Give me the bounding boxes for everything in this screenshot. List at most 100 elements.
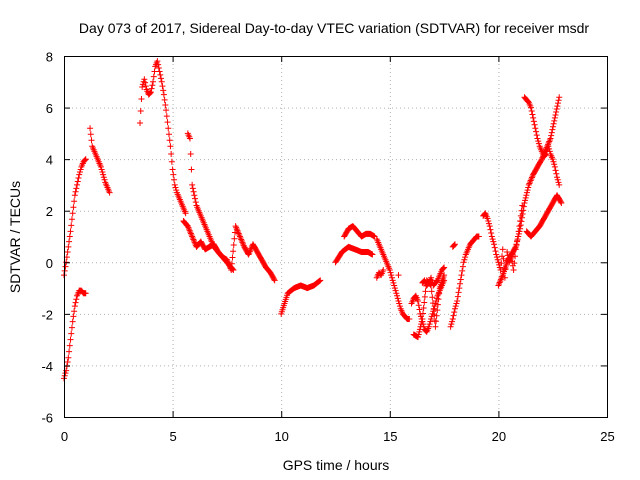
data-point-marker — [66, 342, 73, 349]
data-point-marker — [73, 185, 80, 192]
data-point-marker — [416, 326, 423, 333]
data-point-marker — [154, 58, 161, 65]
data-point-marker — [557, 198, 564, 205]
data-point-marker — [62, 263, 69, 270]
data-point-marker — [245, 251, 252, 258]
data-point-marker — [98, 166, 105, 173]
data-point-marker — [166, 137, 173, 144]
data-point-marker — [388, 274, 395, 281]
data-point-marker — [485, 220, 492, 227]
data-point-marker — [434, 301, 441, 308]
data-point-marker — [429, 294, 436, 301]
data-point-marker — [159, 83, 166, 90]
data-point-marker — [415, 302, 422, 309]
data-point-marker — [139, 83, 146, 90]
data-point-marker — [369, 251, 376, 258]
series-seg-14 — [447, 233, 482, 330]
data-point-marker — [460, 259, 467, 266]
data-point-marker — [542, 151, 549, 158]
data-point-marker — [533, 128, 540, 135]
series-seg-13 — [419, 264, 448, 289]
data-point-marker — [529, 173, 536, 180]
data-markers — [61, 58, 565, 382]
data-point-marker — [163, 107, 170, 114]
data-point-marker — [76, 169, 83, 176]
data-point-marker — [451, 309, 458, 316]
data-point-marker — [161, 96, 168, 103]
data-point-marker — [228, 267, 235, 274]
data-point-marker — [545, 143, 552, 150]
data-point-marker — [429, 300, 436, 307]
series-seg-4 — [180, 218, 278, 284]
data-point-marker — [68, 222, 75, 229]
data-point-marker — [169, 166, 176, 173]
data-point-marker — [511, 260, 518, 267]
series-seg-8 — [373, 236, 413, 323]
data-point-marker — [549, 126, 556, 133]
data-point-marker — [488, 230, 495, 237]
data-point-marker — [491, 244, 498, 251]
data-point-marker — [188, 166, 195, 173]
data-point-marker — [516, 223, 523, 230]
data-point-marker — [450, 312, 457, 319]
data-point-marker — [554, 176, 561, 183]
series-seg-17 — [495, 94, 563, 289]
data-point-marker — [149, 82, 156, 89]
data-point-marker — [428, 316, 435, 323]
data-point-marker — [64, 358, 71, 365]
data-point-marker — [498, 275, 505, 282]
data-point-marker — [69, 210, 76, 217]
data-point-marker — [229, 254, 236, 261]
data-point-marker — [182, 210, 189, 217]
data-point-marker — [191, 237, 198, 244]
data-point-marker — [510, 267, 517, 274]
data-point-marker — [67, 336, 74, 343]
data-point-marker — [497, 276, 504, 283]
data-point-marker — [546, 136, 553, 143]
data-point-marker — [189, 233, 196, 240]
data-point-marker — [387, 269, 394, 276]
data-point-marker — [493, 254, 500, 261]
data-point-marker — [138, 95, 145, 102]
axis-ticks: 0 5 10 15 20 25 -6 -4 -2 0 2 4 6 8 — [41, 50, 614, 445]
data-point-marker — [556, 94, 563, 101]
data-point-marker — [137, 120, 144, 127]
data-point-marker — [238, 236, 245, 243]
data-point-marker — [64, 248, 71, 255]
data-point-marker — [451, 242, 458, 249]
data-point-marker — [425, 323, 432, 330]
data-point-marker — [520, 207, 527, 214]
series-seg-2 — [137, 58, 189, 217]
data-point-marker — [188, 232, 195, 239]
data-point-marker — [189, 234, 196, 241]
data-point-marker — [448, 321, 455, 328]
data-point-marker — [493, 251, 500, 258]
data-point-marker — [171, 176, 178, 183]
x-axis-label: GPS time / hours — [283, 457, 390, 473]
data-point-marker — [163, 113, 170, 120]
data-point-marker — [271, 276, 278, 283]
data-point-marker — [170, 171, 177, 178]
data-point-marker — [518, 218, 525, 225]
data-point-marker — [553, 106, 560, 113]
data-point-marker — [455, 289, 462, 296]
data-point-marker — [72, 299, 79, 306]
data-point-marker — [77, 166, 84, 173]
data-point-marker — [225, 259, 232, 266]
data-point-marker — [155, 61, 162, 68]
data-point-marker — [496, 279, 503, 286]
series-seg-1 — [87, 125, 113, 196]
data-point-marker — [549, 156, 556, 163]
y-tick-label: -4 — [41, 359, 53, 374]
series-seg-9 — [373, 267, 387, 281]
data-point-marker — [68, 216, 75, 223]
data-point-marker — [391, 285, 398, 292]
data-point-marker — [160, 87, 167, 94]
data-point-marker — [88, 137, 95, 144]
data-point-marker — [449, 318, 456, 325]
data-point-marker — [484, 215, 491, 222]
data-point-marker — [81, 157, 88, 164]
data-point-marker — [71, 192, 78, 199]
data-point-marker — [554, 103, 561, 110]
data-point-marker — [164, 119, 171, 126]
